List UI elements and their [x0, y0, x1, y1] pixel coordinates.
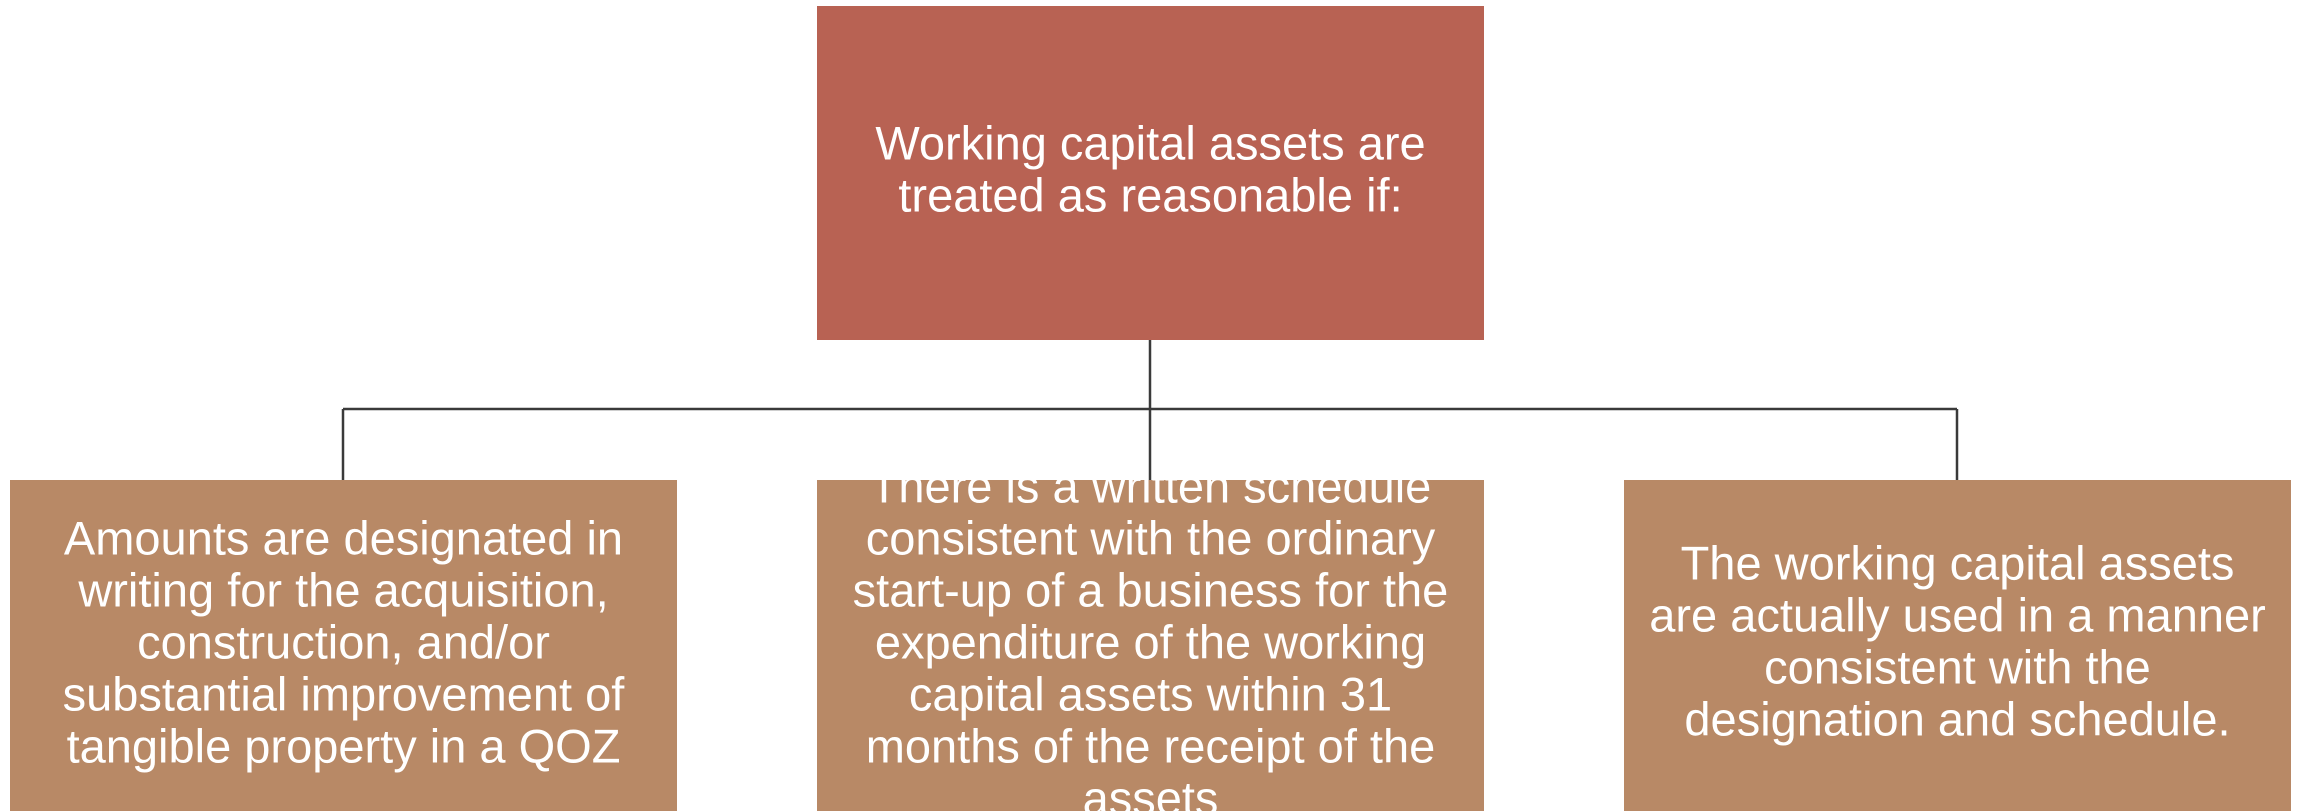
root-box	[817, 6, 1484, 340]
label-line: tangible property in a QOZ	[67, 719, 621, 772]
label-line: consistent with the	[1764, 640, 2151, 693]
label-line: construction, and/or	[137, 615, 550, 668]
label-line: treated as reasonable if:	[898, 168, 1402, 221]
label-line: start-up of a business for the	[853, 563, 1449, 616]
child-box	[1624, 480, 2291, 811]
label-line: assets	[1083, 771, 1219, 811]
label-line: are actually used in a manner	[1649, 588, 2266, 641]
child-box	[817, 480, 1484, 811]
connector-lines	[341, 340, 1959, 480]
label-line: capital assets within 31	[909, 667, 1392, 720]
label-line: There is a written schedule	[870, 459, 1432, 512]
label-line: substantial improvement of	[63, 667, 626, 720]
label-line: consistent with the ordinary	[866, 511, 1436, 564]
label-line: The working capital assets	[1681, 536, 2235, 589]
label-line: Working capital assets are	[875, 116, 1425, 169]
label-line: months of the receipt of the	[866, 719, 1436, 772]
label-line: designation and schedule.	[1684, 692, 2230, 745]
label-line: writing for the acquisition,	[77, 563, 608, 616]
child-box	[10, 480, 677, 811]
label-line: expenditure of the working	[875, 615, 1426, 668]
label-line: Amounts are designated in	[64, 511, 623, 564]
